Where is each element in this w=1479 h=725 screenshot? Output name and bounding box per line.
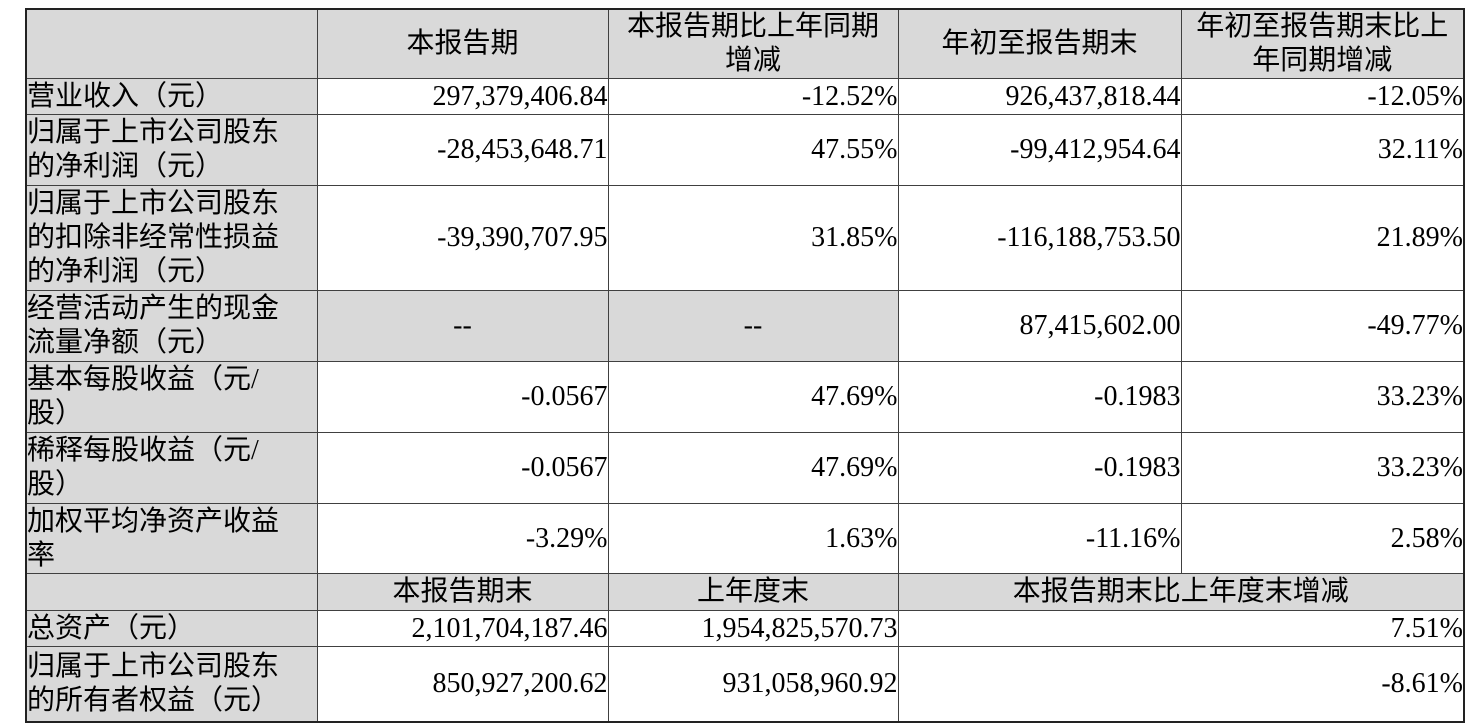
financial-summary-table: 本报告期 本报告期比上年同期 增减 年初至报告期末 年初至报告期末比上 年同期增… <box>25 8 1465 723</box>
table-row-non-recurring-net-profit: 归属于上市公司股东 的扣除非经常性损益 的净利润（元） -39,390,707.… <box>25 185 1465 291</box>
basic-eps-current-period: -0.0567 <box>316 361 609 433</box>
revenue-current-period: 297,379,406.84 <box>316 78 609 115</box>
weighted-avg-roe-yoy-change: 1.63% <box>607 503 899 574</box>
operating-cash-flow-current-period: -- <box>316 290 609 362</box>
row-label-weighted-avg-roe: 加权平均净资产收益 率 <box>25 503 318 574</box>
table-row-total-assets: 总资产（元） 2,101,704,187.46 1,954,825,570.73… <box>25 610 1465 647</box>
total-assets-period-end: 2,101,704,187.46 <box>316 610 609 647</box>
basic-eps-ytd-yoy-change: 33.23% <box>1180 361 1465 433</box>
row-label-basic-eps: 基本每股收益（元/ 股） <box>25 361 318 433</box>
weighted-avg-roe-ytd-yoy-change: 2.58% <box>1180 503 1465 574</box>
revenue-yoy-change: -12.52% <box>607 78 899 115</box>
top-header-row: 本报告期 本报告期比上年同期 增减 年初至报告期末 年初至报告期末比上 年同期增… <box>25 8 1465 79</box>
total-assets-change: 7.51% <box>897 610 1465 647</box>
header-prior-year-end: 上年度末 <box>607 573 899 611</box>
total-assets-prior-year-end: 1,954,825,570.73 <box>607 610 899 647</box>
revenue-ytd-yoy-change: -12.05% <box>1180 78 1465 115</box>
shareholders-equity-prior-year-end: 931,058,960.92 <box>607 646 899 722</box>
non-recurring-net-profit-current-period: -39,390,707.95 <box>316 185 609 291</box>
shareholders-equity-change: -8.61% <box>897 646 1465 722</box>
shareholders-equity-period-end: 850,927,200.62 <box>316 646 609 722</box>
revenue-ytd: 926,437,818.44 <box>897 78 1182 115</box>
row-label-shareholders-equity: 归属于上市公司股东 的所有者权益（元） <box>25 646 318 722</box>
non-recurring-net-profit-ytd-yoy-change: 21.89% <box>1180 185 1465 291</box>
bottom-header-row: 本报告期末 上年度末 本报告期末比上年度末增减 <box>25 573 1465 611</box>
net-profit-yoy-change: 47.55% <box>607 114 899 186</box>
header-ytd: 年初至报告期末 <box>897 8 1182 79</box>
operating-cash-flow-ytd: 87,415,602.00 <box>897 290 1182 362</box>
row-label-non-recurring-net-profit: 归属于上市公司股东 的扣除非经常性损益 的净利润（元） <box>25 185 318 291</box>
header-metric-empty <box>25 8 318 79</box>
weighted-avg-roe-ytd: -11.16% <box>897 503 1182 574</box>
table-row-revenue: 营业收入（元） 297,379,406.84 -12.52% 926,437,8… <box>25 78 1465 115</box>
net-profit-current-period: -28,453,648.71 <box>316 114 609 186</box>
header-period-end-vs-prior-year-end: 本报告期末比上年度末增减 <box>897 573 1465 611</box>
table-row-basic-eps: 基本每股收益（元/ 股） -0.0567 47.69% -0.1983 33.2… <box>25 361 1465 433</box>
table-row-net-profit: 归属于上市公司股东 的净利润（元） -28,453,648.71 47.55% … <box>25 114 1465 186</box>
basic-eps-yoy-change: 47.69% <box>607 361 899 433</box>
header-current-period-yoy-change: 本报告期比上年同期 增减 <box>607 8 899 79</box>
row-label-operating-cash-flow: 经营活动产生的现金 流量净额（元） <box>25 290 318 362</box>
basic-eps-ytd: -0.1983 <box>897 361 1182 433</box>
header-current-period: 本报告期 <box>316 8 609 79</box>
row-label-revenue: 营业收入（元） <box>25 78 318 115</box>
operating-cash-flow-yoy-change: -- <box>607 290 899 362</box>
weighted-avg-roe-current-period: -3.29% <box>316 503 609 574</box>
net-profit-ytd: -99,412,954.64 <box>897 114 1182 186</box>
table-row-operating-cash-flow: 经营活动产生的现金 流量净额（元） -- -- 87,415,602.00 -4… <box>25 290 1465 362</box>
diluted-eps-yoy-change: 47.69% <box>607 432 899 504</box>
non-recurring-net-profit-yoy-change: 31.85% <box>607 185 899 291</box>
table-row-diluted-eps: 稀释每股收益（元/ 股） -0.0567 47.69% -0.1983 33.2… <box>25 432 1465 504</box>
header-period-end: 本报告期末 <box>316 573 609 611</box>
row-label-total-assets: 总资产（元） <box>25 610 318 647</box>
row-label-net-profit: 归属于上市公司股东 的净利润（元） <box>25 114 318 186</box>
table-row-shareholders-equity: 归属于上市公司股东 的所有者权益（元） 850,927,200.62 931,0… <box>25 646 1465 722</box>
diluted-eps-ytd-yoy-change: 33.23% <box>1180 432 1465 504</box>
header-metric-empty-2 <box>25 573 318 611</box>
table-row-weighted-avg-roe: 加权平均净资产收益 率 -3.29% 1.63% -11.16% 2.58% <box>25 503 1465 574</box>
net-profit-ytd-yoy-change: 32.11% <box>1180 114 1465 186</box>
operating-cash-flow-ytd-yoy-change: -49.77% <box>1180 290 1465 362</box>
row-label-diluted-eps: 稀释每股收益（元/ 股） <box>25 432 318 504</box>
non-recurring-net-profit-ytd: -116,188,753.50 <box>897 185 1182 291</box>
diluted-eps-current-period: -0.0567 <box>316 432 609 504</box>
header-ytd-yoy-change: 年初至报告期末比上 年同期增减 <box>1180 8 1465 79</box>
diluted-eps-ytd: -0.1983 <box>897 432 1182 504</box>
